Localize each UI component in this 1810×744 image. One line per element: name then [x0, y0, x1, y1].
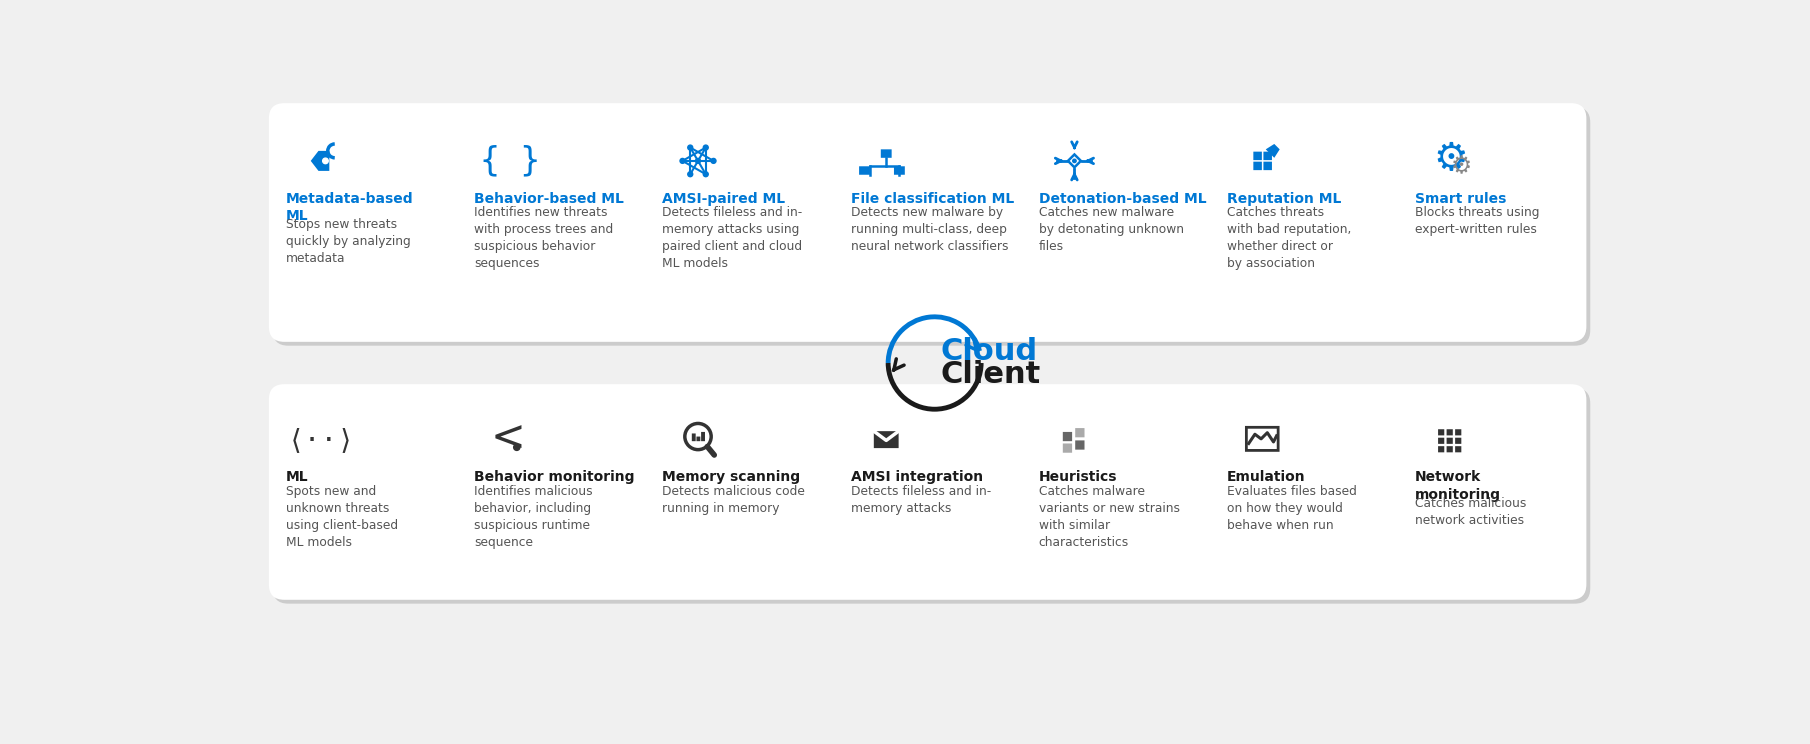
Circle shape	[322, 158, 328, 164]
Text: Smart rules: Smart rules	[1415, 192, 1506, 205]
FancyBboxPatch shape	[691, 434, 695, 441]
Text: Catches malicious
network activities: Catches malicious network activities	[1415, 496, 1526, 527]
FancyBboxPatch shape	[1253, 152, 1262, 160]
Text: Evaluates files based
on how they would
behave when run: Evaluates files based on how they would …	[1227, 485, 1358, 532]
Text: ⟨··⟩: ⟨··⟩	[288, 426, 355, 454]
Text: Detects fileless and in-
memory attacks using
paired client and cloud
ML models: Detects fileless and in- memory attacks …	[662, 206, 802, 270]
FancyBboxPatch shape	[894, 166, 905, 175]
Text: Cloud: Cloud	[941, 337, 1037, 366]
Text: Catches threats
with bad reputation,
whether direct or
by association: Catches threats with bad reputation, whe…	[1227, 206, 1352, 270]
FancyBboxPatch shape	[1446, 429, 1453, 435]
Text: <: <	[491, 417, 525, 459]
Text: Detonation-based ML: Detonation-based ML	[1039, 192, 1207, 205]
Circle shape	[688, 145, 693, 150]
Text: Identifies malicious
behavior, including
suspicious runtime
sequence: Identifies malicious behavior, including…	[474, 485, 592, 549]
FancyBboxPatch shape	[1455, 446, 1461, 452]
Circle shape	[711, 158, 717, 164]
Text: Metadata-based
ML: Metadata-based ML	[286, 192, 413, 223]
FancyBboxPatch shape	[1062, 432, 1072, 441]
FancyBboxPatch shape	[874, 432, 898, 448]
Circle shape	[681, 158, 684, 164]
FancyBboxPatch shape	[270, 384, 1586, 600]
FancyBboxPatch shape	[1253, 161, 1262, 170]
FancyBboxPatch shape	[881, 150, 892, 158]
Text: Catches new malware
by detonating unknown
files: Catches new malware by detonating unknow…	[1039, 206, 1184, 253]
Text: File classification ML: File classification ML	[851, 192, 1014, 205]
Circle shape	[688, 172, 693, 176]
Text: Detects malicious code
running in memory: Detects malicious code running in memory	[662, 485, 805, 515]
Text: Blocks threats using
expert-written rules: Blocks threats using expert-written rule…	[1415, 206, 1540, 237]
Text: Catches malware
variants or new strains
with similar
characteristics: Catches malware variants or new strains …	[1039, 485, 1180, 549]
Text: ⚙: ⚙	[1434, 140, 1468, 178]
Text: AMSI-paired ML: AMSI-paired ML	[662, 192, 786, 205]
Text: ML: ML	[286, 470, 308, 484]
Text: Client: Client	[941, 360, 1041, 389]
FancyBboxPatch shape	[1062, 443, 1072, 452]
Text: { }: { }	[480, 144, 539, 177]
Polygon shape	[1265, 144, 1280, 158]
FancyBboxPatch shape	[1439, 446, 1444, 452]
Polygon shape	[1068, 155, 1081, 167]
Text: Stops new threats
quickly by analyzing
metadata: Stops new threats quickly by analyzing m…	[286, 218, 411, 265]
FancyBboxPatch shape	[1446, 437, 1453, 444]
Text: Network
monitoring: Network monitoring	[1415, 470, 1500, 501]
Circle shape	[704, 172, 708, 176]
Circle shape	[1073, 159, 1077, 163]
Circle shape	[704, 145, 708, 150]
FancyBboxPatch shape	[1455, 437, 1461, 444]
FancyBboxPatch shape	[1455, 429, 1461, 435]
FancyBboxPatch shape	[273, 107, 1591, 346]
Text: Detects fileless and in-
memory attacks: Detects fileless and in- memory attacks	[851, 485, 990, 515]
FancyBboxPatch shape	[270, 103, 1586, 341]
FancyBboxPatch shape	[1439, 437, 1444, 444]
FancyBboxPatch shape	[1075, 428, 1084, 437]
Text: AMSI integration: AMSI integration	[851, 470, 983, 484]
FancyBboxPatch shape	[273, 388, 1591, 603]
Text: Detects new malware by
running multi-class, deep
neural network classifiers: Detects new malware by running multi-cla…	[851, 206, 1008, 253]
Text: Reputation ML: Reputation ML	[1227, 192, 1341, 205]
FancyBboxPatch shape	[1263, 152, 1272, 160]
FancyBboxPatch shape	[700, 432, 704, 441]
Text: Spots new and
unknown threats
using client-based
ML models: Spots new and unknown threats using clie…	[286, 485, 398, 549]
Text: Behavior monitoring: Behavior monitoring	[474, 470, 635, 484]
Text: ⚙: ⚙	[1452, 154, 1472, 179]
Circle shape	[514, 444, 519, 450]
Text: Emulation: Emulation	[1227, 470, 1305, 484]
Text: Identifies new threats
with process trees and
suspicious behavior
sequences: Identifies new threats with process tree…	[474, 206, 614, 270]
FancyBboxPatch shape	[1446, 446, 1453, 452]
Text: Heuristics: Heuristics	[1039, 470, 1117, 484]
FancyBboxPatch shape	[1075, 440, 1084, 449]
FancyBboxPatch shape	[860, 166, 871, 175]
Polygon shape	[311, 151, 329, 171]
FancyBboxPatch shape	[1263, 161, 1272, 170]
Circle shape	[695, 158, 700, 164]
Text: Behavior-based ML: Behavior-based ML	[474, 192, 624, 205]
FancyBboxPatch shape	[697, 437, 700, 441]
FancyBboxPatch shape	[1439, 429, 1444, 435]
Text: Memory scanning: Memory scanning	[662, 470, 800, 484]
